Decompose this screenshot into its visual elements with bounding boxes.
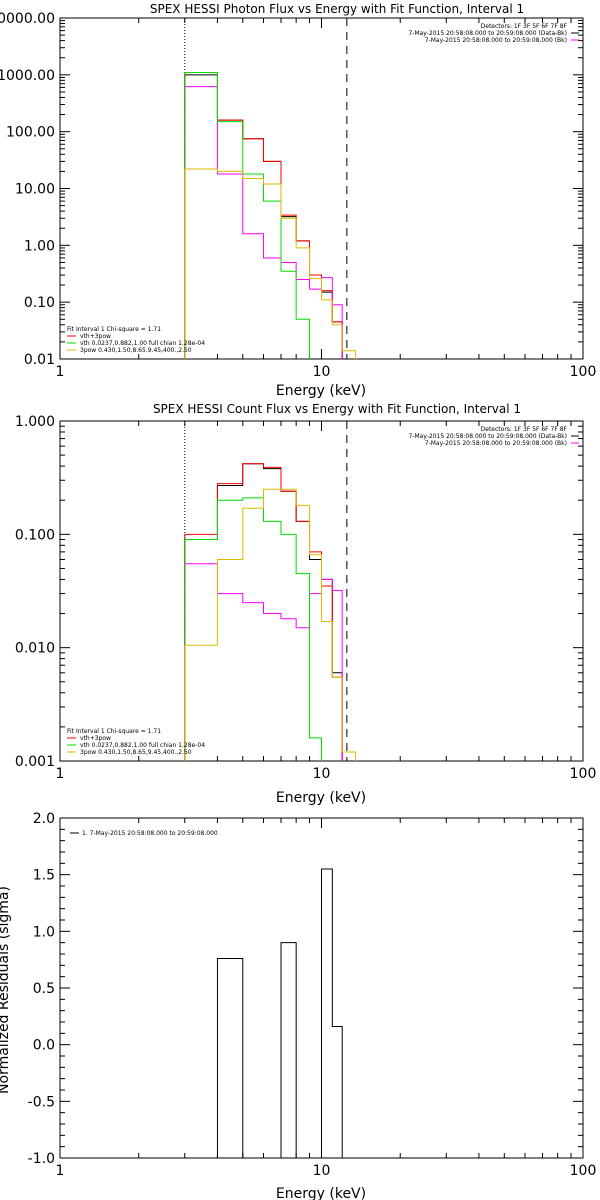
series-group [184, 71, 357, 359]
y-tick-label: 0.010 [15, 641, 55, 657]
residuals-ylabel: Normalized Residuals (sigma) [0, 886, 12, 1094]
count-flux-xlabel: Energy (keV) [276, 790, 366, 806]
x-tick-label: 100 [570, 364, 597, 380]
legend-bottom-left-text: vth+3pow [80, 333, 111, 340]
series-line [184, 563, 343, 761]
legend-top-right-text: 7-May-2015 20:58:08.000 to 20:59:08.000 … [425, 440, 567, 447]
legend-bottom-left-text: 3pow 0.430,1.50,8.65,9.45,400.,2.50 [80, 749, 192, 756]
x-tick-label: 10 [313, 766, 331, 782]
y-tick-label: 0.10 [24, 295, 55, 311]
series-line [184, 463, 343, 761]
legend-bottom-left-text: vth 0.0237,0.882,1.00 full chian 1.28e-0… [80, 340, 205, 347]
series-line [184, 488, 357, 761]
legend-top-left-text: 1. 7-May-2015 20:58:08.000 to 20:59:08.0… [82, 830, 218, 837]
count-flux-panel: SPEX HESSI Count Flux vs Energy with Fit… [15, 402, 596, 806]
y-tick-label: 0.01 [24, 352, 55, 368]
series-line [184, 868, 343, 1158]
y-tick-label: 1.0 [33, 924, 55, 940]
photon-flux-title: SPEX HESSI Photon Flux vs Energy with Fi… [150, 2, 524, 16]
series-group [184, 463, 357, 761]
series-line [184, 497, 322, 761]
x-tick-label: 1 [56, 1163, 65, 1179]
series-line [184, 86, 343, 359]
x-tick-label: 10 [313, 364, 331, 380]
y-tick-label: 1.00 [24, 238, 55, 254]
y-tick-label: 0.100 [15, 527, 55, 543]
y-tick-label: 2.0 [33, 811, 55, 827]
y-tick-label: -0.5 [28, 1094, 55, 1110]
y-tick-label: 10.00 [15, 182, 55, 198]
y-tick-label: 1.5 [33, 868, 55, 884]
x-tick-label: 100 [570, 1163, 597, 1179]
photon-flux-panel: SPEX HESSI Photon Flux vs Energy with Fi… [0, 2, 596, 399]
y-tick-label: 0.001 [15, 754, 55, 770]
y-tick-label: 0.5 [33, 981, 55, 997]
legend-top-right-text: 7-May-2015 20:58:08.000 to 20:59:08.000 … [408, 30, 567, 37]
legend-bottom-left-text: Fit Interval 1 Chi-square = 1.71 [67, 326, 161, 333]
legend-bottom-left-text: vth 0.0237,0.882,1.00 full chian 1.28e-0… [80, 742, 205, 749]
legend-top-right-text: 7-May-2015 20:58:08.000 to 20:59:08.000 … [408, 433, 567, 440]
x-tick-label: 1 [56, 766, 65, 782]
series-line [184, 168, 357, 359]
residuals-xlabel: Energy (keV) [276, 1186, 366, 1200]
legend-bottom-left-text: 3pow 0.430,1.50,8.65,9.45,400.,2.50 [80, 347, 192, 354]
x-tick-label: 10 [313, 1163, 331, 1179]
series-line [184, 74, 343, 359]
residuals-panel: Energy (keV) Normalized Residuals (sigma… [0, 811, 596, 1200]
series-line [184, 71, 343, 359]
photon-flux-xlabel: Energy (keV) [276, 383, 366, 399]
plot-frame [59, 17, 584, 360]
legend-top-right-text: 7-May-2015 20:58:08.000 to 20:59:08.000 … [425, 37, 567, 44]
legend-bottom-left-text: Fit Interval 1 Chi-square = 1.71 [67, 728, 161, 735]
count-flux-title: SPEX HESSI Count Flux vs Energy with Fit… [153, 402, 521, 416]
y-tick-label: 1000.00 [0, 68, 55, 84]
x-tick-label: 1 [56, 364, 65, 380]
legend-bottom-left-text: vth+3pow [80, 735, 111, 742]
legend-top-right-text: Detectors: 1F 3F 5F 6F 7F 8F [481, 426, 568, 433]
y-tick-label: 100.00 [6, 125, 55, 141]
series-line [184, 71, 322, 359]
y-tick-label: 1.000 [15, 414, 55, 430]
y-tick-label: 0.0 [33, 1038, 55, 1054]
x-tick-label: 100 [570, 766, 597, 782]
y-tick-label: -1.0 [28, 1151, 55, 1167]
series-group [184, 868, 343, 1158]
legend-top-right-text: Detectors: 1F 3F 5F 6F 7F 8F [481, 23, 568, 30]
